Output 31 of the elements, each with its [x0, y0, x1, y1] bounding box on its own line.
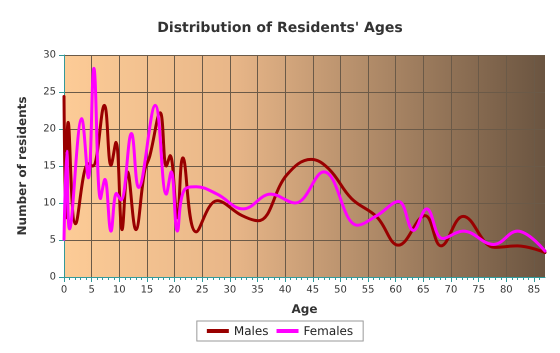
x-tick-label: 40	[278, 284, 292, 296]
y-tick-label: 20	[43, 124, 56, 134]
x-axis-title: Age	[291, 302, 318, 316]
x-tick-label: 65	[417, 284, 430, 296]
x-tick-label: 70	[444, 284, 458, 296]
x-tick-label: 50	[334, 284, 347, 296]
y-tick-label: 15	[43, 160, 56, 172]
x-tick-label: 75	[472, 284, 486, 296]
x-tick-label: 5	[88, 284, 95, 296]
x-tick-label: 45	[306, 284, 320, 296]
y-tick-label: 10	[43, 198, 56, 208]
y-tick-label: 0	[50, 272, 56, 282]
x-tick-label: 55	[362, 284, 374, 296]
x-tick-label: 60	[389, 284, 402, 296]
x-tick-label: 30	[223, 284, 236, 296]
legend-label: Males	[234, 324, 269, 338]
x-tick-label: 25	[196, 284, 209, 296]
line-series	[62, 66, 546, 253]
x-tick-label: 80	[500, 284, 513, 296]
y-tick-label: 30	[43, 50, 56, 60]
legend-label: Females	[304, 324, 354, 338]
x-tick-label: 15	[140, 284, 154, 296]
x-tick-label: 0	[60, 284, 68, 296]
y-axis-title: Number of residents	[15, 96, 29, 236]
y-tick-label: 5	[50, 234, 56, 246]
chart-title: Distribution of Residents' Ages	[157, 20, 403, 36]
x-tick-label: 35	[251, 284, 264, 296]
y-tick-label: 25	[43, 86, 56, 98]
x-tick-label: 10	[112, 284, 126, 296]
x-tick-label: 85	[528, 284, 540, 296]
x-tick-label: 20	[168, 284, 181, 296]
